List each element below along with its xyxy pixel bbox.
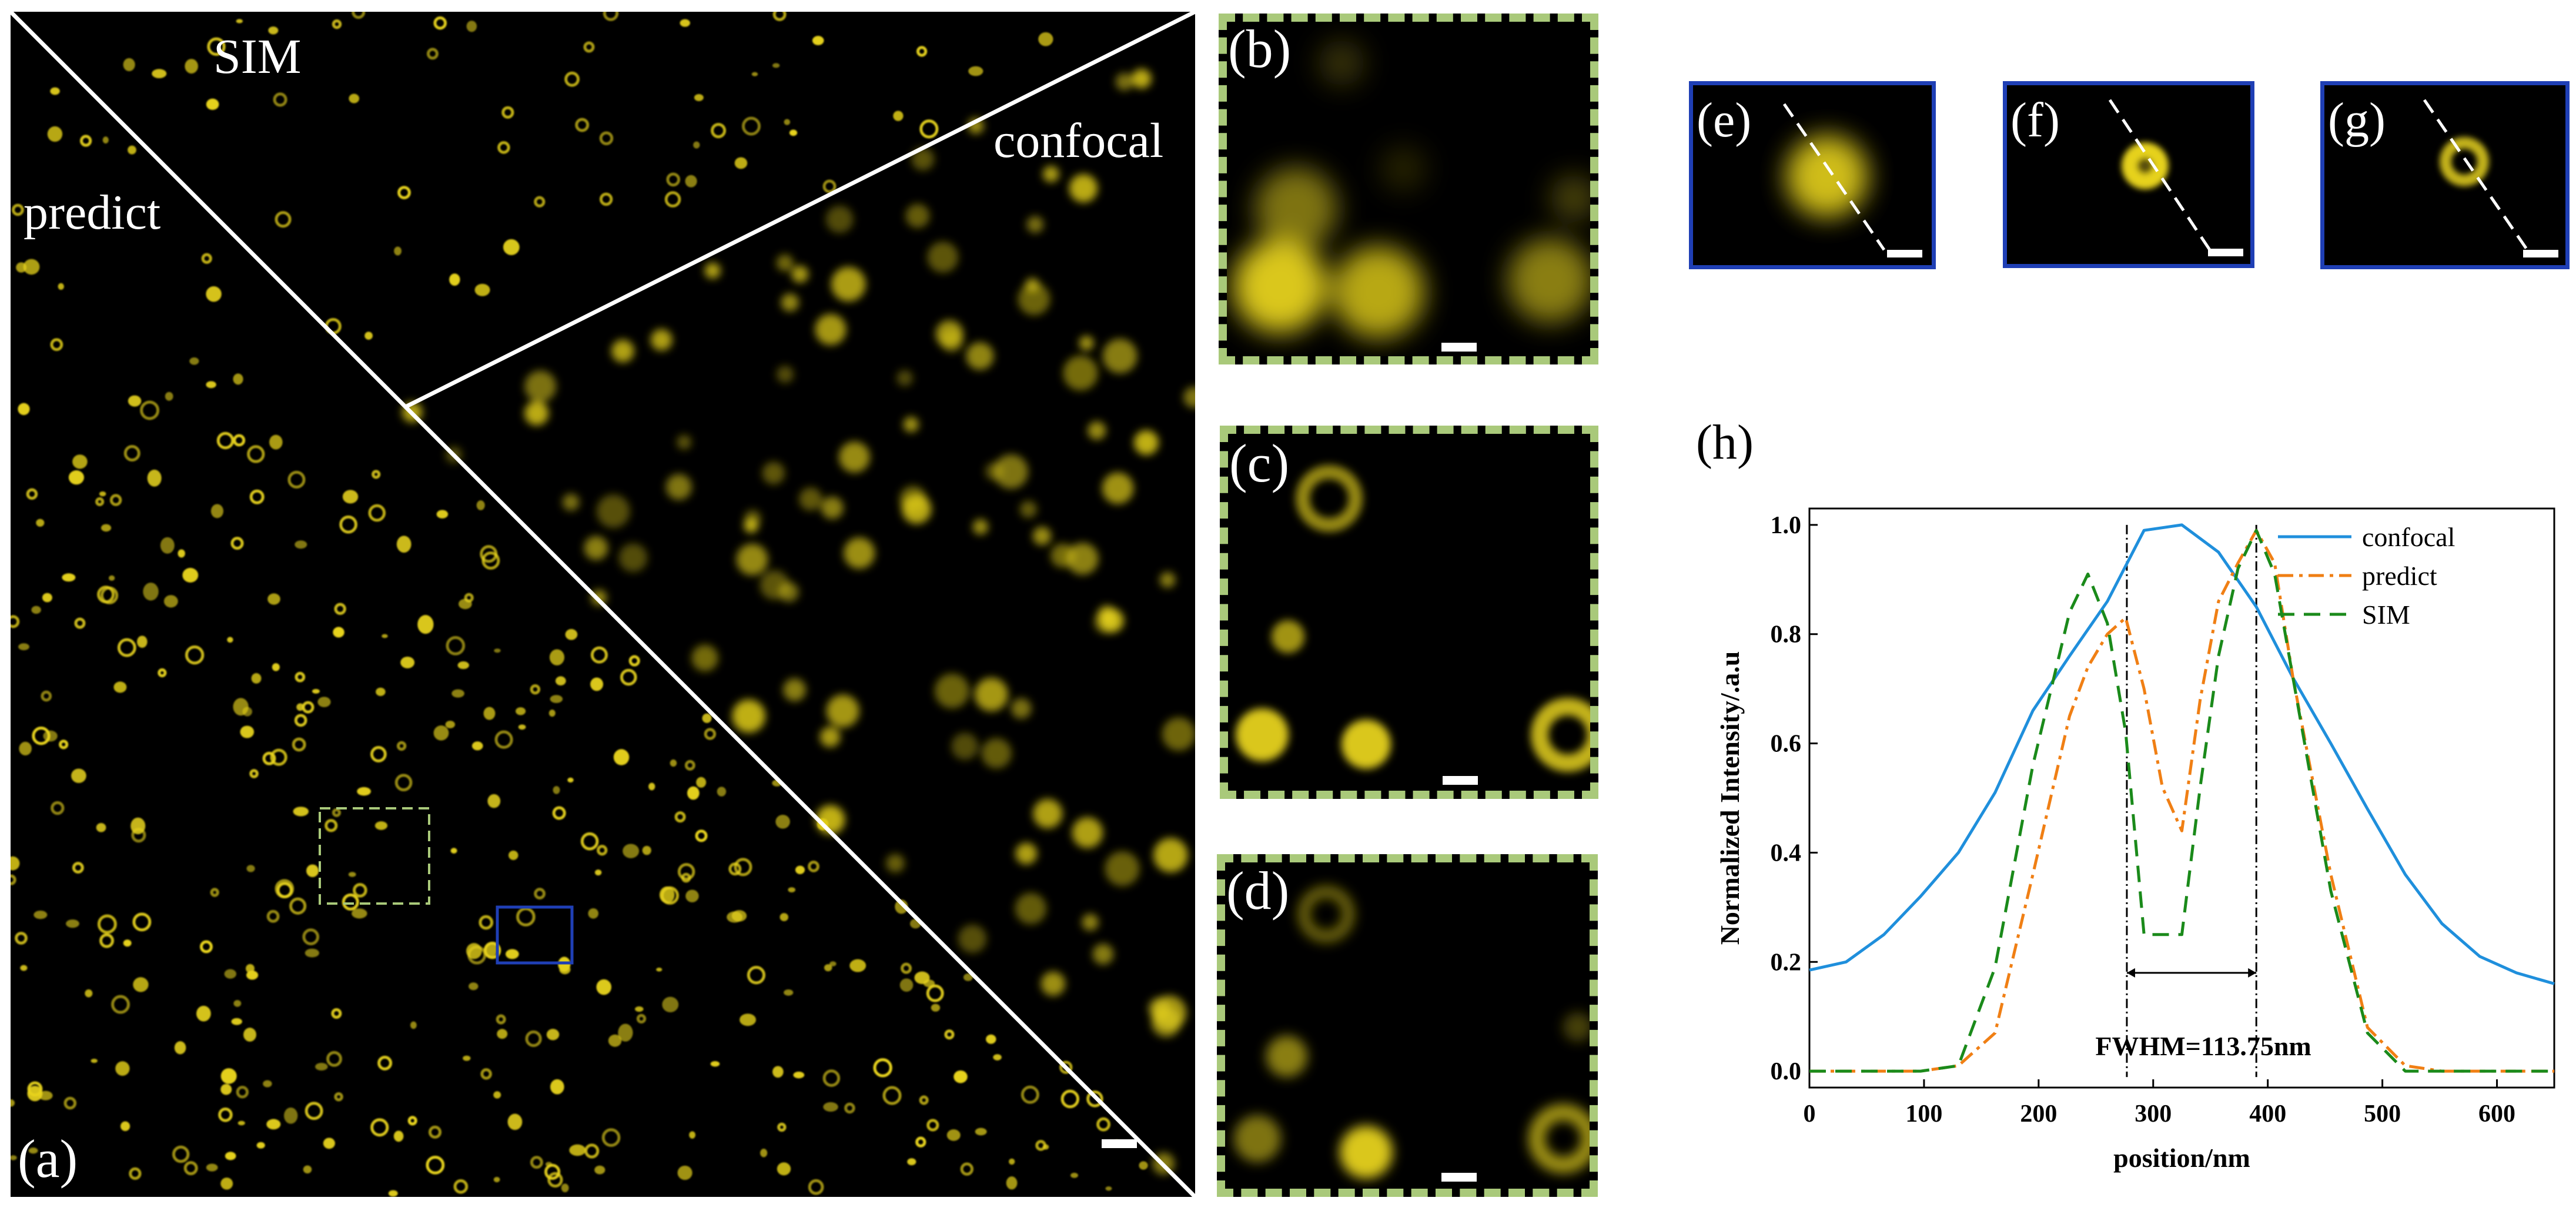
inset-d-puncta xyxy=(1234,886,1590,1179)
x-tick-label: 200 xyxy=(2020,1100,2057,1128)
legend-label-confocal: confocal xyxy=(2362,522,2455,552)
y-tick-label: 0.6 xyxy=(1771,731,1802,758)
y-tick-label: 0.2 xyxy=(1771,949,1802,976)
inset-e-profile-line xyxy=(1782,103,1886,251)
scale-bar-b xyxy=(1441,343,1477,352)
inset-c: (c) xyxy=(1220,426,1598,799)
panel-label-h: (h) xyxy=(1696,415,1754,470)
profile-chart: (h) 0 100 200 300 400 500 600 0.0 0.2 0.4 0.6 0.8 1.… xyxy=(1681,406,2569,1217)
inset-b: (b) xyxy=(1219,14,1598,364)
panel-label-g: (g) xyxy=(2328,93,2386,148)
x-tick-label: 600 xyxy=(2478,1100,2515,1128)
legend-label-predict: predict xyxy=(2362,561,2437,591)
fwhm-annotation: FWHM=113.75nm xyxy=(2095,1031,2311,1061)
inset-e-canvas xyxy=(1693,85,1932,265)
panel-label-c: (c) xyxy=(1229,433,1290,493)
panel-label-d: (d) xyxy=(1226,861,1290,921)
inset-f-profile-line xyxy=(2108,99,2212,251)
inset-c-puncta xyxy=(1236,465,1590,772)
inset-f-canvas xyxy=(2007,85,2250,264)
scale-bar-e xyxy=(1887,250,1922,257)
region-label-sim: SIM xyxy=(213,29,302,84)
chart-legend: confocal predict SIM xyxy=(2278,522,2455,630)
inset-f-spot xyxy=(2122,142,2169,189)
inset-e-spot xyxy=(1786,135,1868,218)
confocal-puncta xyxy=(402,69,1195,1175)
x-tick-label: 400 xyxy=(2249,1100,2286,1128)
scale-bar-c xyxy=(1443,776,1478,785)
series-line-predict xyxy=(1809,528,2554,1073)
y-tick-label: 0.4 xyxy=(1771,839,1802,867)
x-axis-label: position/nm xyxy=(2113,1143,2250,1173)
roi-dashed-box xyxy=(319,807,430,905)
inset-b-puncta xyxy=(1233,39,1590,338)
fwhm-arrowhead-right xyxy=(2248,968,2257,978)
upper-divider xyxy=(404,12,1195,409)
inset-d: (d) xyxy=(1217,854,1598,1197)
series-line-confocal xyxy=(1809,523,2555,985)
panel-label-b: (b) xyxy=(1228,19,1292,79)
panel-label-f: (f) xyxy=(2010,93,2060,148)
scale-bar-d xyxy=(1441,1173,1477,1182)
inset-c-canvas xyxy=(1228,434,1590,791)
scale-bar-g xyxy=(2523,250,2558,257)
y-tick-label: 1.0 xyxy=(1771,512,1802,539)
chart-axes: 0 100 200 300 400 500 600 0.0 0.2 0.4 0.6 0.8 1.0 xyxy=(1771,507,2555,1128)
fwhm-arrowhead-left xyxy=(2126,968,2135,978)
series-line-sim xyxy=(1809,528,2554,1073)
chart-series xyxy=(1809,523,2555,1078)
legend-label-sim: SIM xyxy=(2362,600,2410,630)
region-label-predict: predict xyxy=(24,185,161,240)
inset-e: (e) xyxy=(1689,81,1936,269)
y-tick-label: 0.8 xyxy=(1771,621,1802,648)
predict-sim-puncta xyxy=(11,12,1148,1197)
x-tick-label: 500 xyxy=(2364,1100,2401,1128)
roi-blue-box xyxy=(496,905,574,965)
region-label-confocal: confocal xyxy=(993,113,1164,168)
inset-g-spot xyxy=(2440,137,2489,186)
main-microscopy-image: SIM predict confocal (a) xyxy=(11,12,1195,1197)
y-tick-label: 0.0 xyxy=(1771,1058,1802,1085)
scale-bar xyxy=(1102,1139,1137,1148)
profile-chart-canvas: (h) 0 100 200 300 400 500 600 0.0 0.2 0.4 0.6 0.8 1.… xyxy=(1696,415,2555,1173)
panel-label-a: (a) xyxy=(18,1129,78,1189)
inset-f: (f) xyxy=(2003,81,2254,268)
main-image-canvas xyxy=(11,12,1195,1197)
y-axis-label: Normalized Intensity/.a.u xyxy=(1715,651,1745,945)
inset-g: (g) xyxy=(2320,81,2570,269)
x-tick-label: 0 xyxy=(1804,1100,1816,1128)
scale-bar-f xyxy=(2208,249,2243,256)
inset-b-canvas xyxy=(1227,22,1590,356)
diagonal-divider xyxy=(11,12,1195,1197)
inset-d-canvas xyxy=(1225,862,1590,1189)
inset-g-canvas xyxy=(2324,85,2565,265)
inset-g-profile-line xyxy=(2423,99,2529,251)
x-tick-label: 100 xyxy=(1905,1100,1942,1128)
x-tick-label: 300 xyxy=(2135,1100,2172,1128)
plot-frame xyxy=(1808,507,2555,1089)
panel-label-e: (e) xyxy=(1697,93,1752,148)
